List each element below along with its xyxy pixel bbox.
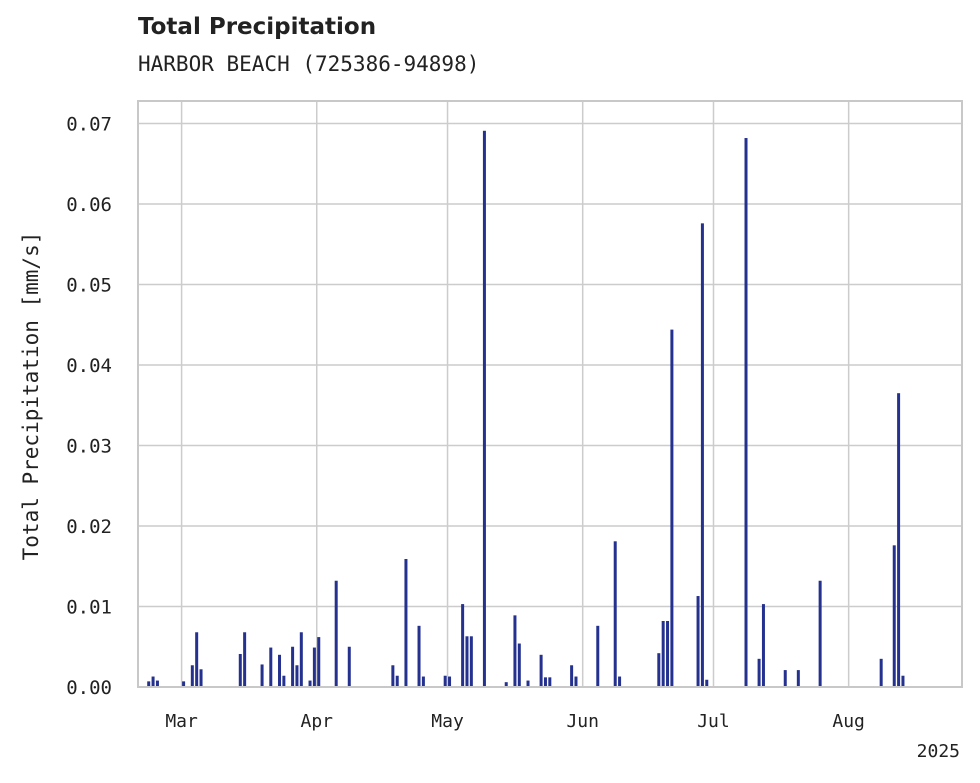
precipitation-bar — [465, 636, 469, 687]
precipitation-bar — [190, 665, 194, 687]
precipitation-bar — [879, 658, 883, 687]
precipitation-bar — [517, 643, 521, 687]
precipitation-bar — [421, 676, 425, 687]
y-tick-label: 0.07 — [66, 114, 112, 136]
precipitation-bar — [278, 654, 282, 687]
precipitation-bar — [613, 541, 617, 687]
precipitation-bar — [570, 665, 574, 687]
precipitation-bar — [291, 646, 295, 687]
precipitation-bar — [574, 676, 578, 687]
precipitation-bar — [282, 675, 286, 687]
precipitation-bar — [504, 682, 508, 687]
precipitation-bar — [539, 654, 543, 687]
precipitation-bar — [243, 632, 247, 687]
precipitation-bar — [334, 580, 338, 687]
precipitation-bar — [700, 223, 704, 687]
precipitation-bar — [666, 620, 670, 687]
precipitation-bar — [705, 679, 709, 687]
precipitation-bar — [543, 677, 547, 687]
precipitation-bar — [147, 681, 151, 687]
grid-lines — [138, 101, 962, 688]
precipitation-bar — [469, 636, 473, 687]
precipitation-bar — [195, 632, 199, 687]
x-tick-label: May — [431, 711, 464, 732]
precipitation-bar — [182, 681, 186, 687]
precipitation-bar — [461, 604, 465, 687]
precipitation-bar — [661, 620, 665, 687]
precipitation-bar — [526, 680, 530, 687]
precipitation-bar — [391, 665, 395, 687]
x-tick-label: Mar — [165, 711, 198, 732]
y-tick-label: 0.02 — [66, 516, 112, 538]
precipitation-bar — [482, 130, 486, 688]
precipitation-bar — [299, 632, 303, 687]
precipitation-bar — [417, 625, 421, 687]
y-tick-label: 0.01 — [66, 597, 112, 619]
precipitation-bar — [761, 604, 765, 687]
precipitation-bar — [395, 675, 399, 687]
x-tick-label: Aug — [832, 711, 865, 732]
precipitation-bar — [295, 665, 299, 687]
precipitation-bar — [151, 676, 155, 687]
precipitation-bar — [269, 647, 273, 687]
precipitation-bars — [147, 130, 905, 688]
x-offset-label: 2025 — [917, 741, 960, 762]
chart-title: Total Precipitation — [138, 14, 377, 40]
precipitation-bar — [596, 625, 600, 687]
precipitation-bar — [260, 664, 264, 687]
x-tick-label: Apr — [300, 711, 333, 732]
precipitation-bar — [796, 670, 800, 687]
precipitation-bar — [892, 545, 896, 687]
precipitation-bar — [783, 670, 787, 687]
precipitation-bar — [312, 647, 316, 687]
precipitation-bar — [744, 138, 748, 687]
x-tick-labels: Mar Apr May Jun Jul Aug — [165, 711, 865, 732]
x-tick-label: Jun — [566, 711, 599, 732]
precipitation-bar — [757, 658, 761, 687]
precipitation-bar — [818, 580, 822, 687]
precipitation-bar — [347, 646, 351, 687]
precipitation-bar — [618, 676, 622, 687]
y-tick-label: 0.05 — [66, 275, 112, 297]
precipitation-bar — [901, 675, 905, 687]
precipitation-bar — [513, 615, 517, 687]
precipitation-bar — [448, 676, 452, 687]
precipitation-bar — [404, 559, 408, 687]
y-tick-labels: 0.00 0.01 0.02 0.03 0.04 0.05 0.06 0.07 — [66, 114, 112, 699]
precipitation-bar — [696, 596, 700, 687]
plot-frame — [137, 100, 963, 688]
precipitation-bar — [443, 675, 447, 687]
precipitation-bar — [657, 653, 661, 687]
x-tick-label: Jul — [697, 711, 730, 732]
precipitation-bar — [317, 637, 321, 687]
y-tick-label: 0.04 — [66, 355, 112, 377]
precipitation-bar — [199, 669, 203, 687]
precipitation-bar — [308, 680, 312, 687]
y-tick-label: 0.03 — [66, 436, 112, 458]
chart-subtitle: HARBOR BEACH (725386-94898) — [138, 52, 480, 76]
precipitation-bar — [670, 329, 674, 687]
precipitation-bar — [548, 677, 552, 687]
precipitation-bar — [897, 393, 901, 687]
y-tick-label: 0.00 — [66, 677, 112, 699]
y-axis-label: Total Precipitation [mm/s] — [19, 232, 43, 561]
y-tick-label: 0.06 — [66, 194, 112, 216]
precipitation-bar — [155, 680, 159, 687]
precipitation-bar — [238, 653, 242, 687]
